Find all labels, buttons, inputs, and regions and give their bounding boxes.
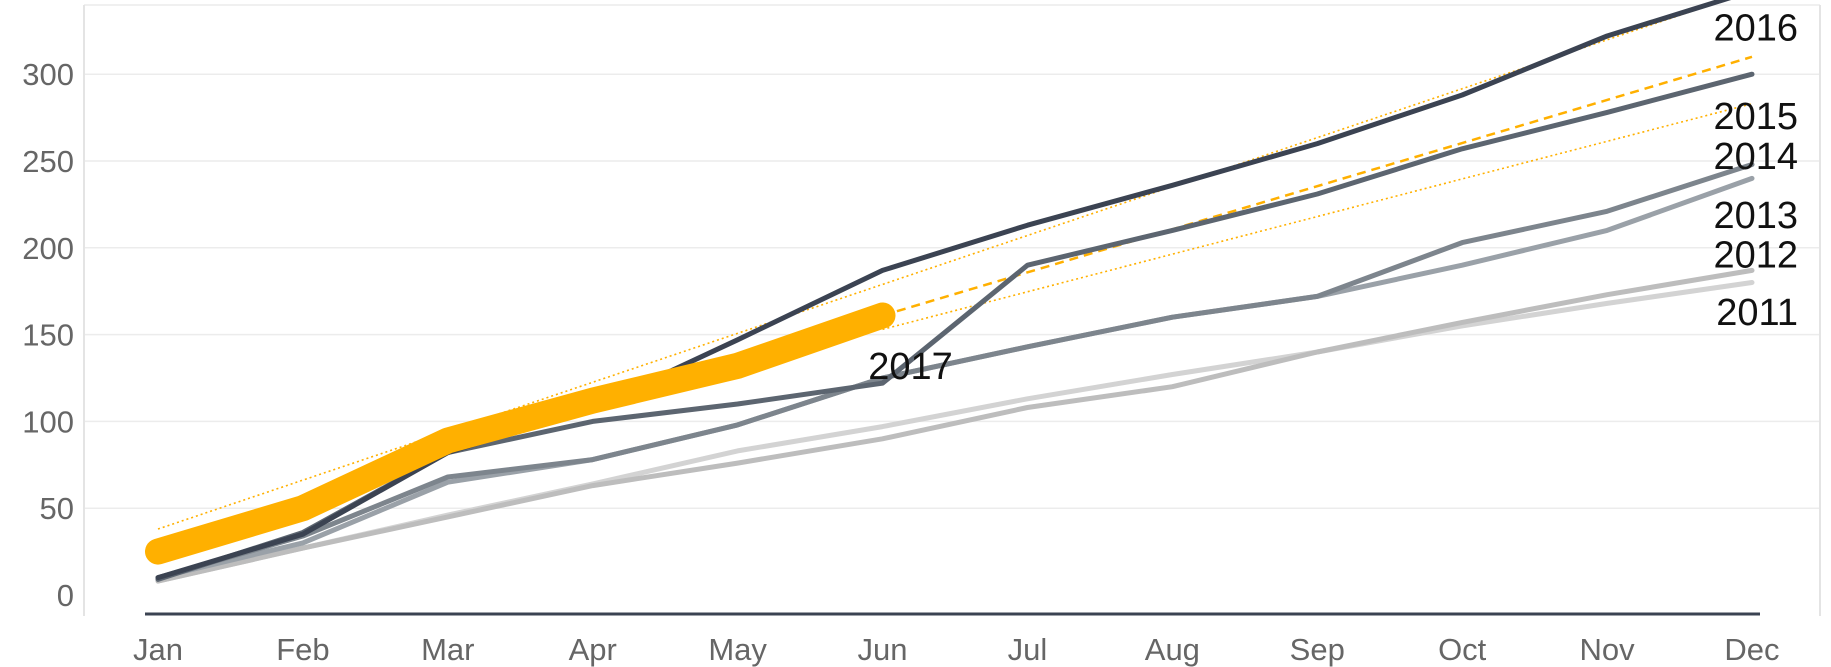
x-tick-label: Oct xyxy=(1438,632,1487,667)
y-tick-label: 50 xyxy=(40,491,74,526)
y-axis-tick-labels: 0 50 100 150 200 250 300 350 xyxy=(22,0,74,613)
series-label-2013: 2013 xyxy=(1713,195,1798,237)
x-tick-label: Dec xyxy=(1724,632,1779,667)
y-tick-label: 350 xyxy=(22,0,74,5)
series-label-2012: 2012 xyxy=(1713,235,1798,277)
y-tick-label: 200 xyxy=(22,231,74,266)
x-tick-label: Feb xyxy=(276,632,329,667)
y-tick-label: 0 xyxy=(57,578,74,613)
series-line-2016 xyxy=(155,0,1732,581)
x-tick-label: Nov xyxy=(1580,632,1636,667)
series-label-2016: 2016 xyxy=(1713,7,1798,49)
x-axis-tick-labels: Jan Feb Mar Apr May Jun Jul Aug Sep Oct Nov Dec xyxy=(133,632,1780,667)
x-tick-label: Sep xyxy=(1290,632,1345,667)
series-label-2014: 2014 xyxy=(1713,136,1798,178)
series-label-2011: 2011 xyxy=(1716,292,1798,334)
gridlines xyxy=(84,4,1820,509)
x-tick-label: Jul xyxy=(1008,632,1048,667)
series-line-2017 xyxy=(145,302,896,565)
series-label-2017: 2017 xyxy=(868,346,953,388)
series-line-2014 xyxy=(155,162,1755,581)
x-tick-label: Apr xyxy=(569,632,617,667)
x-tick-label: Aug xyxy=(1145,632,1200,667)
series-line-2012 xyxy=(155,267,1755,584)
x-tick-label: Jan xyxy=(133,632,183,667)
y-tick-label: 150 xyxy=(22,318,74,353)
trend-line-2017-dashed xyxy=(882,55,1753,317)
series-lines xyxy=(145,0,1755,584)
x-tick-label: Jun xyxy=(858,632,908,667)
x-tick-label: May xyxy=(708,632,767,667)
y-tick-label: 100 xyxy=(22,404,74,439)
y-tick-label: 250 xyxy=(22,144,74,179)
series-label-2015: 2015 xyxy=(1713,96,1798,138)
x-tick-label: Mar xyxy=(421,632,474,667)
y-tick-label: 300 xyxy=(22,57,74,92)
